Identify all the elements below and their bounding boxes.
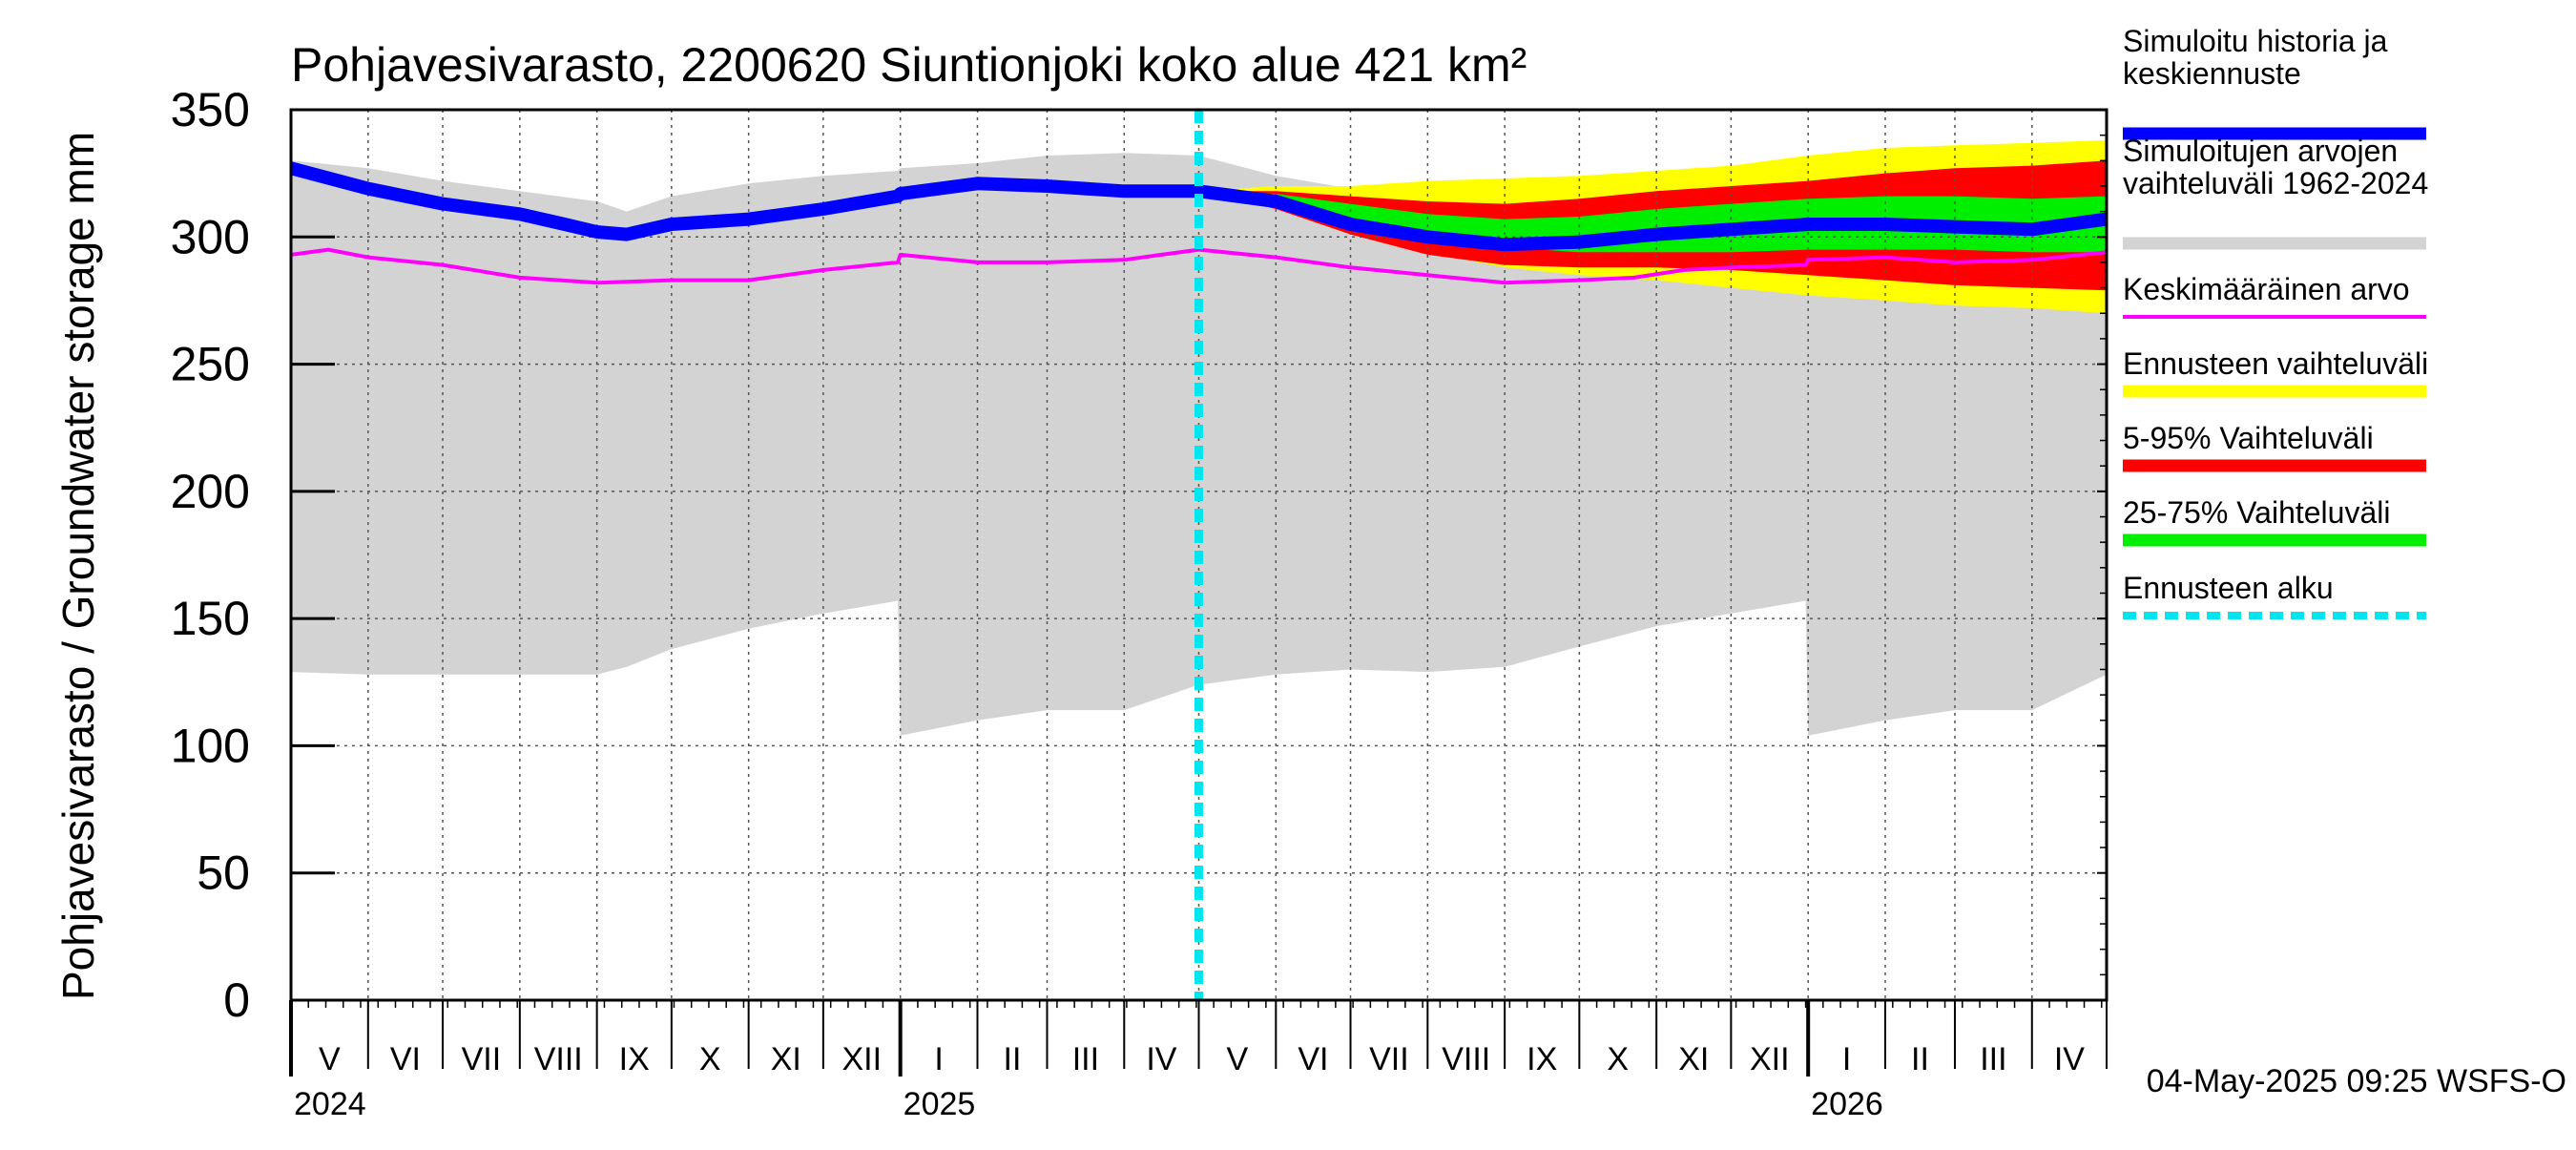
month-label: III — [1072, 1041, 1099, 1077]
year-label: 2026 — [1811, 1086, 1883, 1122]
series-line-keskim-r-inen-arvo — [291, 247, 2107, 285]
year-label: 2025 — [904, 1086, 976, 1122]
y-tick-label: 250 — [171, 338, 250, 391]
y-axis-label: Pohjavesivarasto / Groundwater storage m… — [53, 132, 103, 1000]
month-label: II — [1004, 1041, 1022, 1077]
legend-label: vaihteluväli 1962-2024 — [2123, 166, 2428, 200]
month-label: XI — [1678, 1041, 1709, 1077]
legend-label: Simuloitu historia ja — [2123, 24, 2388, 58]
legend-label: Ennusteen vaihteluväli — [2123, 346, 2428, 381]
y-tick-label: 150 — [171, 592, 250, 645]
plot-area — [291, 110, 2107, 1000]
month-label: I — [1842, 1041, 1851, 1077]
y-tick-label: 50 — [197, 847, 250, 900]
y-tick-label: 350 — [171, 83, 250, 136]
month-label: V — [319, 1041, 341, 1077]
month-label: VI — [1298, 1041, 1328, 1077]
month-label: V — [1227, 1041, 1249, 1077]
month-label: XII — [1750, 1041, 1790, 1077]
year-label: 2024 — [294, 1086, 366, 1122]
y-tick-label: 200 — [171, 465, 250, 518]
month-label: VIII — [534, 1041, 583, 1077]
legend-label: 5-95% Vaihteluväli — [2123, 421, 2374, 455]
legend-label: 25-75% Vaihteluväli — [2123, 495, 2390, 530]
band-simuloitujen-arvojen-vaihteluv-li-1962-2024 — [291, 150, 2107, 736]
month-label: I — [934, 1041, 943, 1077]
month-label: VIII — [1442, 1041, 1490, 1077]
series-line-simuloitu-historia-ja-keskiennuste — [291, 161, 2107, 252]
month-label: IX — [1527, 1041, 1557, 1077]
month-label: VII — [1369, 1041, 1409, 1077]
month-label: II — [1911, 1041, 1929, 1077]
month-label: VI — [390, 1041, 421, 1077]
month-label: IV — [2054, 1041, 2085, 1077]
y-tick-label: 0 — [223, 973, 250, 1027]
chart-title: Pohjavesivarasto, 2200620 Siuntionjoki k… — [291, 38, 1527, 92]
month-label: XII — [841, 1041, 882, 1077]
month-label: XI — [771, 1041, 801, 1077]
month-label: VII — [462, 1041, 502, 1077]
y-tick-label: 300 — [171, 210, 250, 263]
month-label: X — [699, 1041, 721, 1077]
legend-label: Keskimääräinen arvo — [2123, 272, 2410, 306]
month-label: IV — [1146, 1041, 1176, 1077]
legend-label: keskiennuste — [2123, 56, 2301, 91]
y-tick-label: 100 — [171, 719, 250, 772]
footer-timestamp: 04-May-2025 09:25 WSFS-O — [2147, 1063, 2566, 1099]
legend-label: Simuloitujen arvojen — [2123, 134, 2398, 168]
month-label: III — [1980, 1041, 2006, 1077]
legend-label: Ennusteen alku — [2123, 571, 2334, 605]
month-label: X — [1607, 1041, 1629, 1077]
month-label: IX — [619, 1041, 650, 1077]
